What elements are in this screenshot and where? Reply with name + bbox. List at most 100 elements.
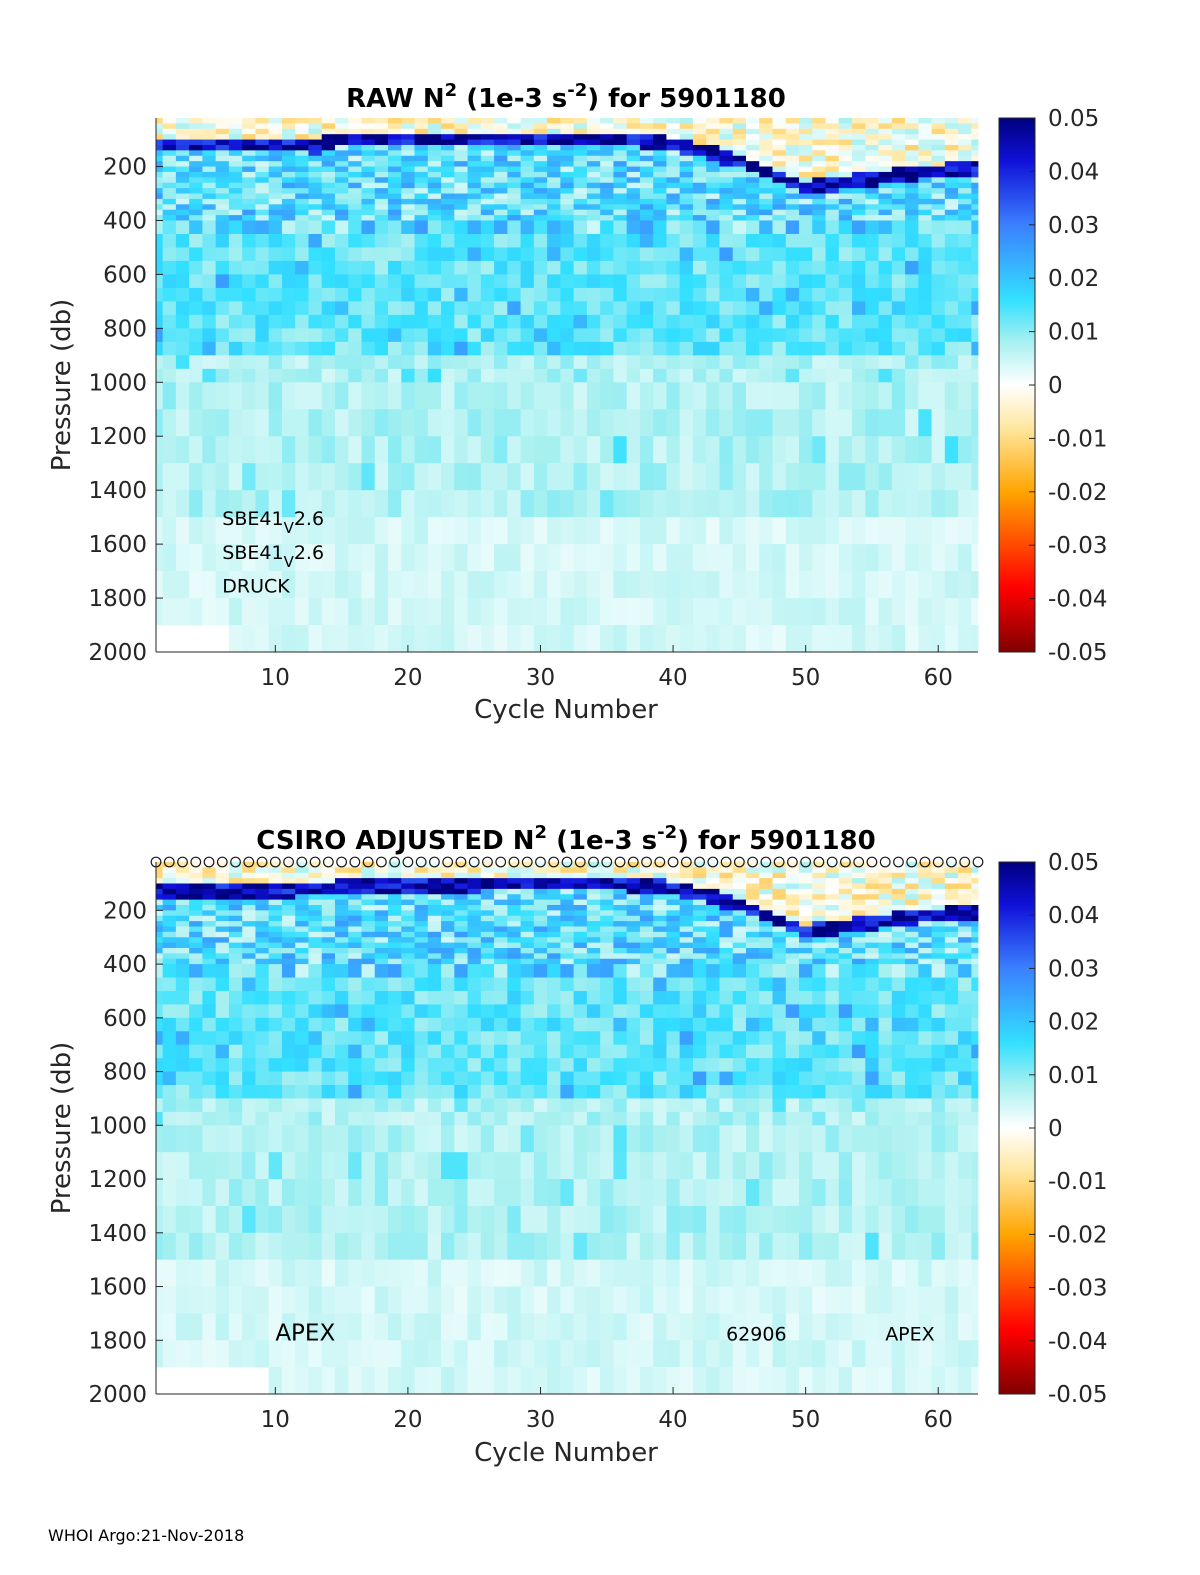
heatmap-cell xyxy=(441,953,455,960)
heatmap-cell xyxy=(215,977,230,992)
heatmap-cell xyxy=(334,1098,349,1113)
heatmap-cell xyxy=(719,953,734,960)
heatmap-cell xyxy=(388,953,402,960)
heatmap-cell xyxy=(692,1017,707,1032)
colorbar-tick-label: 0.03 xyxy=(1048,213,1099,239)
heatmap-cell xyxy=(520,1044,535,1059)
heatmap-cell xyxy=(494,382,508,410)
heatmap-cell xyxy=(361,953,376,960)
heatmap-cell xyxy=(891,1259,906,1287)
heatmap-cell xyxy=(281,490,296,518)
heatmap-cell xyxy=(175,204,190,211)
heatmap-cell xyxy=(308,958,323,965)
heatmap-cell xyxy=(825,123,840,130)
heatmap-cell xyxy=(692,1044,707,1059)
heatmap-cell xyxy=(560,1017,575,1032)
heatmap-cell xyxy=(520,598,535,626)
heatmap-cell xyxy=(162,894,177,901)
heatmap-cell xyxy=(454,247,468,262)
heatmap-cell xyxy=(785,436,800,464)
heatmap-cell xyxy=(427,1085,442,1099)
heatmap-cell xyxy=(441,937,455,943)
heatmap-cell xyxy=(666,878,681,884)
heatmap-cell xyxy=(388,899,402,906)
heatmap-cell xyxy=(533,134,548,140)
heatmap-cell xyxy=(533,872,548,879)
heatmap-cell xyxy=(427,198,442,205)
heatmap-cell xyxy=(295,155,309,162)
heatmap-cell xyxy=(772,463,787,491)
heatmap-cell xyxy=(971,233,979,248)
heatmap-cell xyxy=(878,942,893,949)
heatmap-cell xyxy=(414,1259,429,1287)
heatmap-cell xyxy=(865,139,879,146)
heatmap-cell xyxy=(639,328,654,343)
heatmap-cell xyxy=(507,1071,521,1086)
heatmap-cell xyxy=(228,904,243,911)
heatmap-cell xyxy=(533,1111,548,1126)
heatmap-cell xyxy=(255,341,270,356)
heatmap-cell xyxy=(573,1259,588,1287)
heatmap-cell xyxy=(653,1152,667,1180)
heatmap-cell xyxy=(414,915,429,922)
heatmap-cell xyxy=(586,198,601,205)
heatmap-cell xyxy=(268,1044,283,1059)
heatmap-cell xyxy=(719,883,734,890)
heatmap-cell xyxy=(414,947,429,954)
heatmap-cell xyxy=(666,1340,681,1368)
heatmap-cell xyxy=(507,883,521,890)
heatmap-cell xyxy=(613,490,628,518)
heatmap-cell xyxy=(852,1031,866,1046)
heatmap-cell xyxy=(812,947,826,954)
heatmap-cell xyxy=(971,166,979,173)
heatmap-cell xyxy=(334,1058,349,1072)
heatmap-cell xyxy=(745,287,760,302)
heatmap-cell xyxy=(944,166,959,173)
heatmap-cell xyxy=(944,463,959,491)
heatmap-cell xyxy=(785,215,800,221)
heatmap-cell xyxy=(361,1098,376,1113)
heatmap-cell xyxy=(692,260,707,275)
heatmap-cell xyxy=(772,1125,787,1153)
heatmap-cell xyxy=(852,899,866,906)
heatmap-cell xyxy=(666,314,681,329)
heatmap-cell xyxy=(255,867,270,874)
heatmap-cell xyxy=(162,977,177,992)
heatmap-cell xyxy=(295,942,309,949)
heatmap-cell xyxy=(189,915,203,922)
heatmap-cell xyxy=(799,171,813,178)
heatmap-cell xyxy=(586,1152,601,1180)
heatmap-cell xyxy=(308,1058,323,1072)
heatmap-cell xyxy=(785,368,800,383)
heatmap-cell xyxy=(905,544,919,572)
heatmap-cell xyxy=(494,139,508,146)
heatmap-cell xyxy=(480,1071,495,1086)
heatmap-cell xyxy=(414,1098,429,1113)
heatmap-cell xyxy=(613,155,628,162)
heatmap-cell xyxy=(918,368,932,383)
heatmap-cell xyxy=(931,598,946,626)
heatmap-cell xyxy=(189,182,203,189)
heatmap-cell xyxy=(600,953,614,960)
heatmap-cell xyxy=(388,1340,402,1368)
heatmap-cell xyxy=(573,436,588,464)
heatmap-cell xyxy=(692,188,707,194)
heatmap-cell xyxy=(865,1232,879,1261)
heatmap-cell xyxy=(759,1044,773,1059)
heatmap-cell xyxy=(692,894,707,901)
heatmap-cell xyxy=(268,1313,283,1341)
heatmap-cell xyxy=(613,139,628,146)
heatmap-cell xyxy=(441,1004,455,1019)
heatmap-cell xyxy=(639,1232,654,1261)
heatmap-cell xyxy=(520,166,535,173)
heatmap-cell xyxy=(321,150,336,157)
heatmap-cell xyxy=(361,904,376,911)
heatmap-cell xyxy=(706,862,720,868)
heatmap-cell xyxy=(388,1152,402,1180)
heatmap-cell xyxy=(692,134,707,140)
heatmap-cell xyxy=(626,123,641,130)
heatmap-cell xyxy=(202,1125,217,1153)
heatmap-cell xyxy=(454,1232,468,1261)
heatmap-cell xyxy=(414,198,429,205)
heatmap-cell xyxy=(348,150,362,157)
